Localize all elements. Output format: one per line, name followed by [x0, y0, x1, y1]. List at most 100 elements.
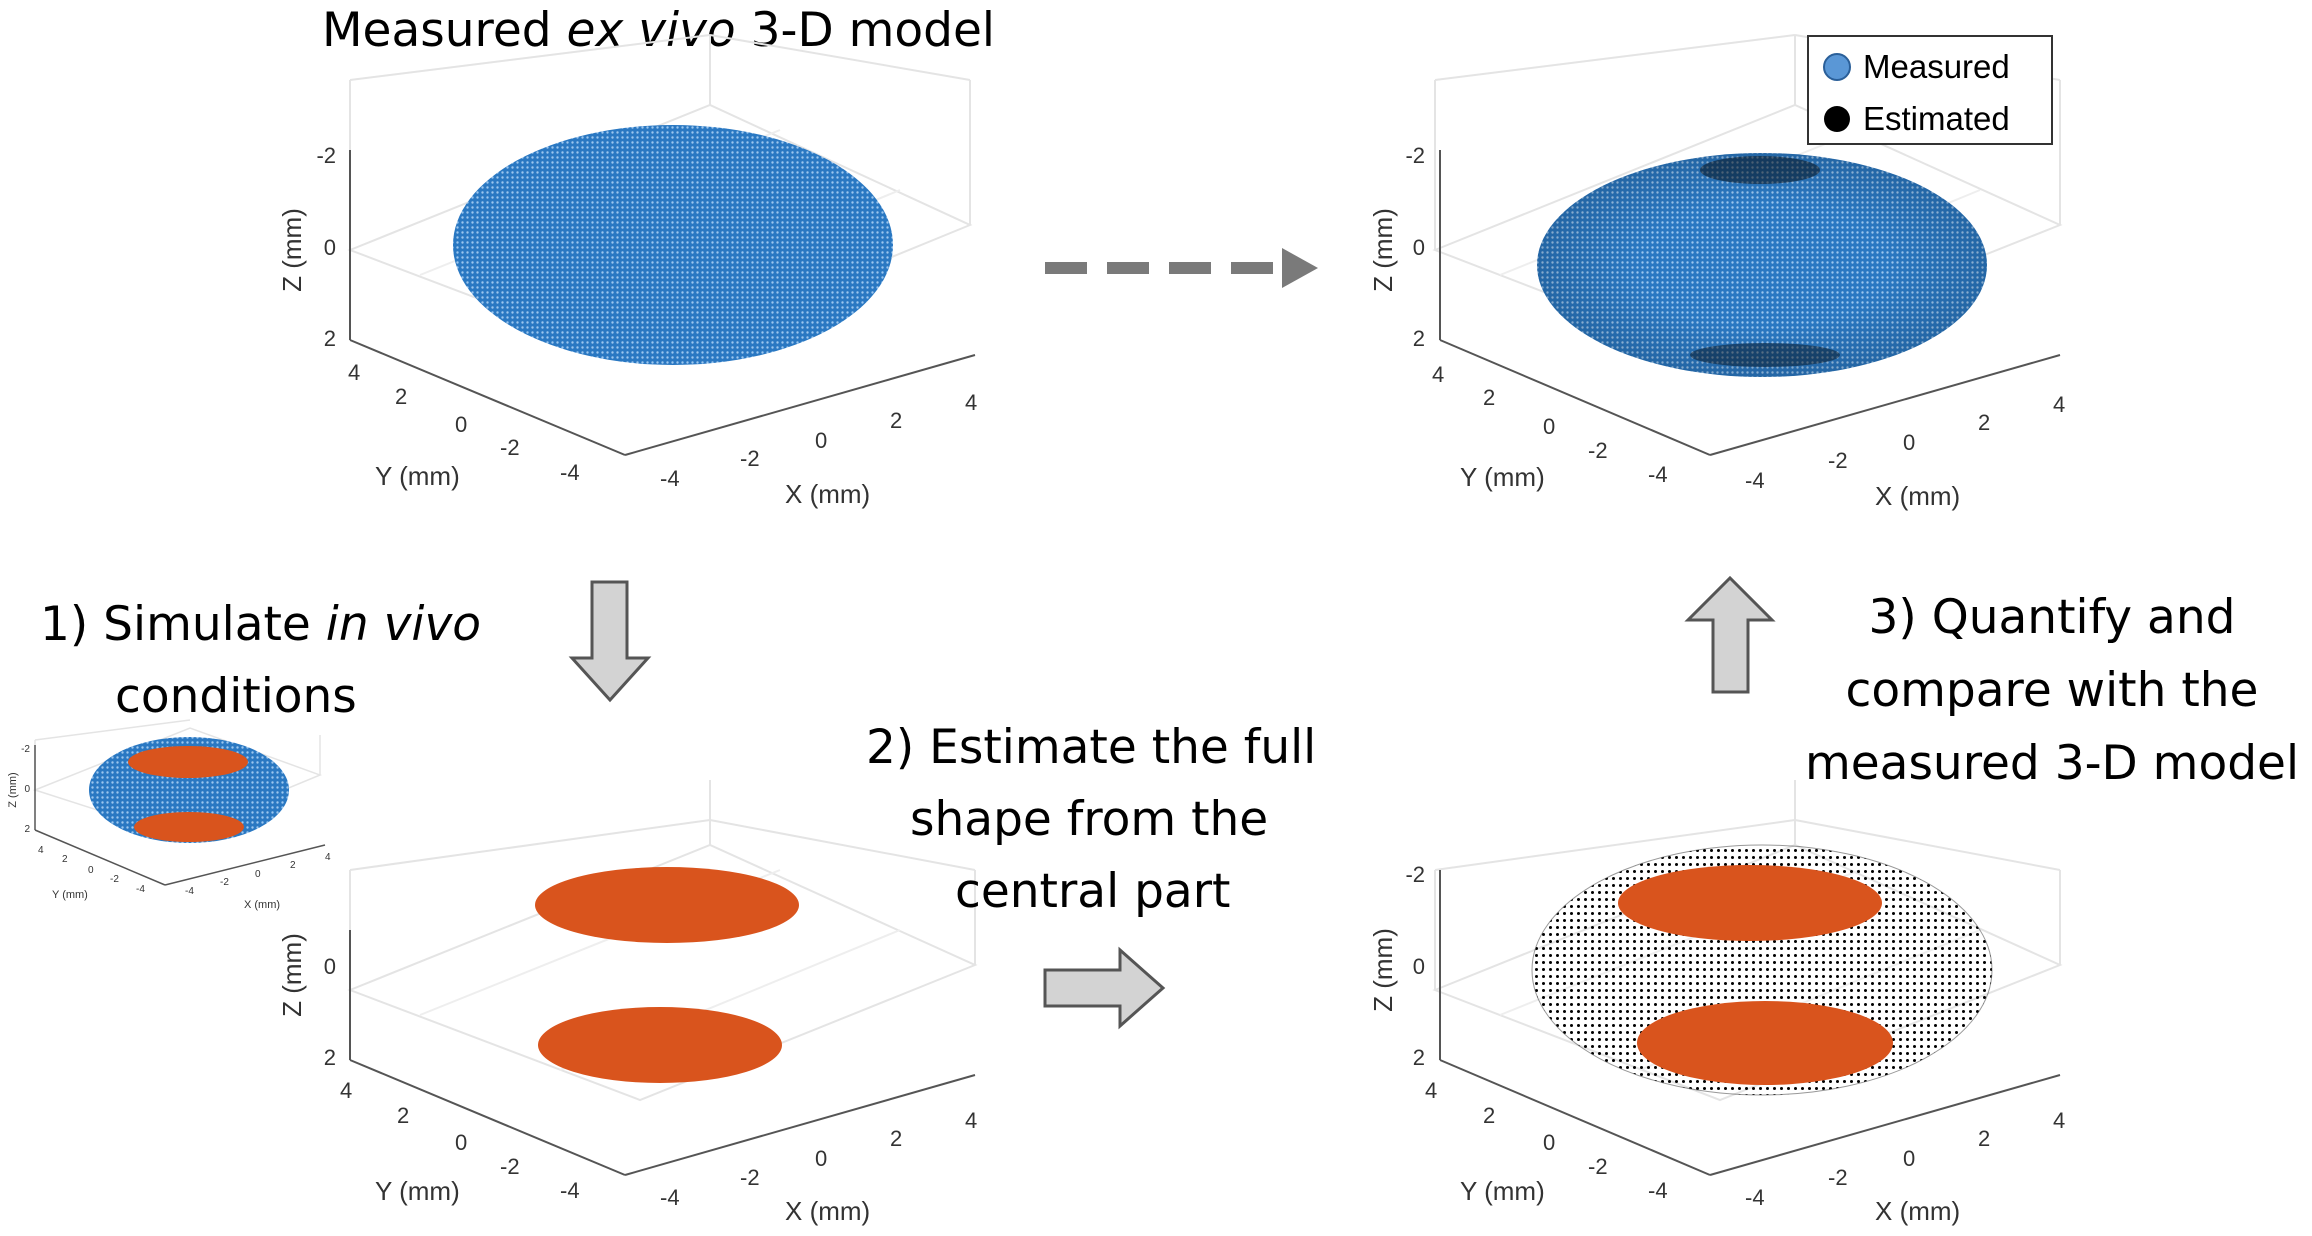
y-tick: 2: [1483, 1103, 1495, 1128]
x-tick: -2: [740, 446, 760, 471]
inset-y-tick: 4: [38, 845, 44, 856]
z-axis-label: Z (mm): [277, 933, 307, 1017]
z-tick: 2: [324, 326, 336, 351]
x-tick: -2: [1828, 448, 1848, 473]
legend-estimated-label: Estimated: [1863, 100, 2010, 137]
y-axis-label: Y (mm): [375, 1176, 460, 1206]
y-tick: 2: [1483, 385, 1495, 410]
x-tick: 2: [890, 1126, 902, 1151]
panel-comparison: -2 0 2 Z (mm) 4 2 0 -2 -4 Y (mm) -4 -2 0…: [1368, 34, 2065, 511]
y-axis-label: Y (mm): [375, 461, 460, 491]
axis-lines: [1439, 870, 2061, 1176]
z-tick: 0: [324, 954, 336, 979]
z-tick: -2: [1405, 143, 1425, 168]
estimated-pole-bottom: [1690, 343, 1840, 367]
y-tick: -4: [560, 460, 580, 485]
x-axis-label: X (mm): [1875, 1196, 1960, 1226]
inset-z-label: Z (mm): [7, 772, 19, 807]
step3-caption-line1: 3) Quantify and: [1869, 590, 2236, 645]
y-tick: 0: [455, 412, 467, 437]
inset-x-tick: 2: [290, 860, 296, 871]
y-tick: -4: [560, 1178, 580, 1203]
estimated-overlay: [1537, 153, 1987, 377]
x-tick: 0: [1903, 1146, 1915, 1171]
inset-y-tick: 2: [62, 854, 68, 865]
inset-x-tick: 4: [325, 852, 331, 863]
estimated-cap-bottom: [1637, 1001, 1893, 1085]
inset-cap-top: [128, 746, 248, 778]
z-tick: 0: [324, 235, 336, 260]
y-tick: -2: [1588, 1154, 1608, 1179]
y-tick: 2: [397, 1103, 409, 1128]
x-tick: 0: [1903, 430, 1915, 455]
y-tick: 4: [348, 360, 360, 385]
y-tick: 0: [1543, 1130, 1555, 1155]
x-tick: -4: [660, 1185, 680, 1210]
legend: Measured Estimated: [1807, 35, 2053, 145]
up-block-arrow: [1684, 575, 1776, 694]
x-axis-label: X (mm): [785, 1196, 870, 1226]
z-tick: -2: [1405, 862, 1425, 887]
x-tick: 4: [2053, 392, 2065, 417]
z-axis-label: Z (mm): [1368, 208, 1398, 292]
y-tick: 4: [1432, 362, 1444, 387]
top-title: Measured ex vivo 3-D model: [322, 3, 995, 58]
inset-x-tick: 0: [255, 869, 261, 880]
inset-z-tick: 2: [24, 824, 30, 835]
y-tick: -4: [1648, 1178, 1668, 1203]
x-tick: 0: [815, 428, 827, 453]
right-block-arrow: [1043, 946, 1166, 1030]
step1-caption-line2: conditions: [115, 669, 357, 724]
z-axis-label: Z (mm): [1368, 928, 1398, 1012]
y-tick: 4: [1425, 1078, 1437, 1103]
central-cap-top: [535, 867, 799, 943]
y-tick: 0: [455, 1130, 467, 1155]
legend-measured-label: Measured: [1863, 48, 2010, 85]
step2-caption-line3: central part: [955, 864, 1230, 919]
inset-z-tick: 0: [24, 784, 30, 795]
x-tick: -4: [660, 466, 680, 491]
panel-estimated: -2 0 2 Z (mm) 4 2 0 -2 -4 Y (mm) -4 -2 0…: [1368, 780, 2065, 1226]
x-tick: 4: [965, 1108, 977, 1133]
x-tick: 2: [1978, 410, 1990, 435]
y-tick: -2: [500, 435, 520, 460]
step1-caption-line1: 1) Simulate in vivo: [40, 597, 481, 652]
inset-x-tick: -2: [220, 877, 229, 888]
legend-estimated-marker: [1824, 106, 1850, 132]
step2-caption-line2: shape from the: [910, 792, 1268, 847]
z-tick: 2: [1413, 326, 1425, 351]
inset-cap-bottom: [134, 812, 244, 842]
panel-central-part: 0 2 Z (mm) 4 2 0 -2 -4 Y (mm) -4 -2 0 2 …: [277, 780, 978, 1226]
z-axis-label: Z (mm): [277, 208, 307, 292]
axis-lines: [349, 930, 976, 1176]
x-axis-label: X (mm): [1875, 481, 1960, 511]
down-block-arrow: [568, 580, 652, 703]
x-tick: -2: [1828, 1165, 1848, 1190]
x-tick: -4: [1745, 468, 1765, 493]
y-axis-label: Y (mm): [1460, 462, 1545, 492]
estimated-pole-top: [1700, 156, 1820, 184]
inset-z-tick: -2: [21, 744, 30, 755]
step3-caption-line2: compare with the: [1846, 663, 2259, 718]
inset-simulated-plot: Z (mm) -2 0 2 4 2 0 -2 -4 Y (mm) -4 -2 0…: [7, 719, 331, 911]
y-tick: 2: [395, 384, 407, 409]
measured-ellipsoid: [453, 125, 893, 365]
x-tick: 4: [965, 390, 977, 415]
inset-y-tick: -4: [136, 884, 145, 895]
inset-x-tick: -4: [185, 886, 194, 897]
axis-lines: [1439, 150, 2061, 456]
x-axis-label: X (mm): [785, 479, 870, 509]
estimated-cap-top: [1618, 865, 1882, 941]
x-tick: 4: [2053, 1108, 2065, 1133]
legend-measured-marker: [1823, 53, 1851, 81]
y-tick: -4: [1648, 462, 1668, 487]
inset-x-label: X (mm): [244, 899, 280, 911]
inset-y-tick: 0: [88, 865, 94, 876]
z-tick: 0: [1413, 954, 1425, 979]
dashed-arrow: [1045, 248, 1318, 288]
x-tick: -2: [740, 1165, 760, 1190]
x-tick: -4: [1745, 1185, 1765, 1210]
x-tick: 0: [815, 1146, 827, 1171]
panel-measured: -2 0 2 Z (mm) 4 2 0 -2 -4 Y (mm) -4 -2 0…: [277, 34, 977, 509]
